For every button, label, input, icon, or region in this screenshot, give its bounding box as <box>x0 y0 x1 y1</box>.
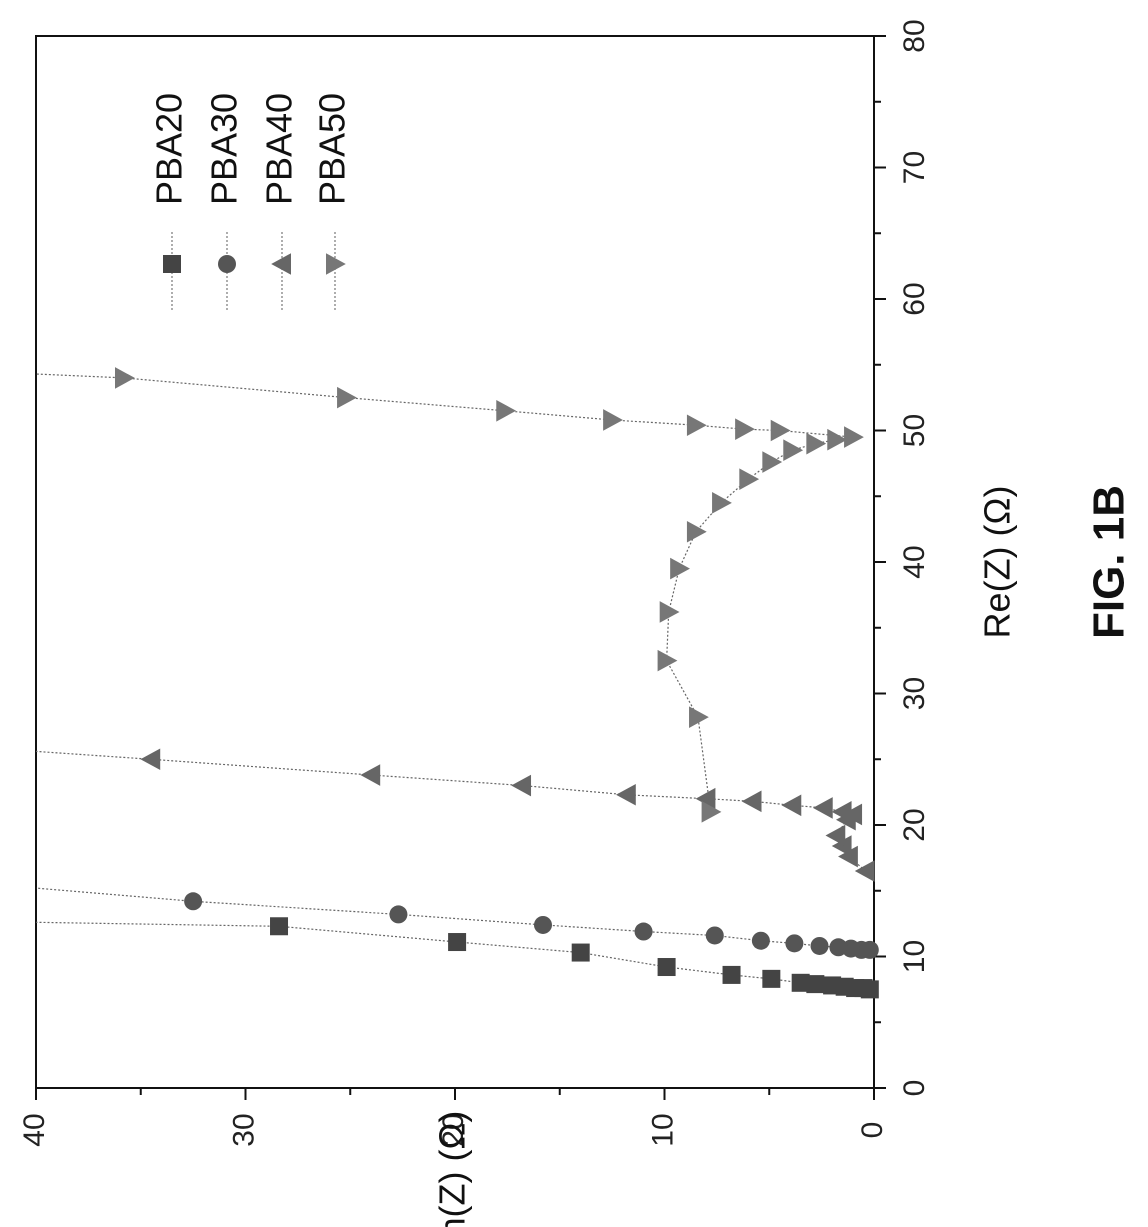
data-point <box>741 790 762 813</box>
y-axis-title: -Im(Z) (Ω) <box>432 1111 473 1227</box>
series-line <box>35 750 866 872</box>
legend-label: PBA30 <box>204 93 245 205</box>
series-line <box>35 921 870 990</box>
data-point <box>739 468 760 490</box>
data-point <box>783 439 804 462</box>
data-point <box>695 787 716 810</box>
data-point <box>812 797 833 819</box>
data-point <box>270 917 289 936</box>
legend-item-pba40: PBA40 <box>259 93 300 312</box>
series-pba20 <box>35 917 879 999</box>
data-point <box>389 905 408 924</box>
y-tick-label: 30 <box>227 1113 260 1146</box>
data-point <box>140 748 161 771</box>
x-tick-label: 40 <box>898 545 931 578</box>
data-point <box>806 432 827 455</box>
data-point <box>615 783 636 806</box>
legend-item-pba30: PBA30 <box>204 93 245 312</box>
data-point <box>701 801 722 823</box>
y-tick-label: 0 <box>856 1122 889 1139</box>
series-layer <box>35 367 879 999</box>
data-point <box>838 845 858 868</box>
data-point <box>751 931 770 950</box>
figure-label: FIG. 1B <box>1085 485 1134 639</box>
legend-marker <box>163 255 181 273</box>
data-point <box>842 803 863 826</box>
data-point <box>533 915 552 934</box>
data-point <box>829 938 848 957</box>
legend: PBA20 PBA30 PBA40 PBA50 <box>149 93 353 312</box>
legend-marker <box>218 255 236 273</box>
data-point <box>511 774 532 797</box>
data-point <box>722 965 741 984</box>
legend-label: PBA40 <box>259 93 300 205</box>
legend-marker <box>326 253 346 275</box>
y-tick-label: 10 <box>646 1113 679 1146</box>
data-point <box>184 892 203 911</box>
data-point <box>686 520 707 543</box>
data-point <box>827 428 848 451</box>
data-point <box>806 975 825 994</box>
data-point <box>496 399 517 422</box>
series-pba40 <box>35 748 875 882</box>
data-point <box>670 557 690 580</box>
x-tick-label: 80 <box>898 19 931 52</box>
data-point <box>712 492 732 514</box>
data-point <box>844 426 864 448</box>
data-point <box>659 601 680 623</box>
x-tick-label: 60 <box>898 282 931 315</box>
legend-item-pba20: PBA20 <box>149 93 190 312</box>
data-point <box>854 860 875 882</box>
x-tick-label: 10 <box>898 940 931 973</box>
x-tick-label: 0 <box>898 1080 931 1097</box>
axis-ticks <box>35 35 886 1100</box>
data-point <box>657 958 676 977</box>
legend-item-pba50: PBA50 <box>312 93 353 312</box>
x-axis-title: Re(Z) (Ω) <box>977 486 1018 639</box>
legend-marker <box>271 253 291 275</box>
data-point <box>448 933 467 952</box>
data-point <box>785 934 804 953</box>
data-point <box>762 969 781 988</box>
x-tick-label: 20 <box>898 808 931 841</box>
data-point <box>825 824 846 847</box>
x-tick-label: 70 <box>898 151 931 184</box>
series-line <box>35 373 854 812</box>
data-point <box>571 943 590 962</box>
data-point <box>735 418 755 440</box>
y-tick-label: 20 <box>437 1113 470 1146</box>
data-point <box>823 976 842 995</box>
data-point <box>705 926 724 945</box>
data-point <box>360 764 381 786</box>
data-point <box>337 386 357 409</box>
axis-tick-labels: 0 10 20 30 40 50 60 70 80 0 10 20 30 40 <box>18 19 931 1146</box>
data-point <box>634 922 653 941</box>
data-point <box>114 367 135 389</box>
y-tick-label: 40 <box>18 1113 51 1146</box>
data-point <box>770 419 791 442</box>
x-tick-label: 50 <box>898 414 931 447</box>
data-point <box>657 649 678 672</box>
data-point <box>791 973 810 992</box>
series-pba50 <box>35 367 864 823</box>
data-point <box>603 409 623 431</box>
legend-label: PBA20 <box>149 93 190 205</box>
data-point <box>810 936 829 955</box>
x-tick-label: 30 <box>898 677 931 710</box>
data-point <box>686 414 707 437</box>
data-point <box>689 706 709 728</box>
legend-label: PBA50 <box>312 93 353 205</box>
series-pba30 <box>35 887 879 959</box>
data-point <box>831 835 852 857</box>
data-point <box>781 794 802 817</box>
data-point <box>762 451 783 473</box>
data-point <box>831 801 852 823</box>
